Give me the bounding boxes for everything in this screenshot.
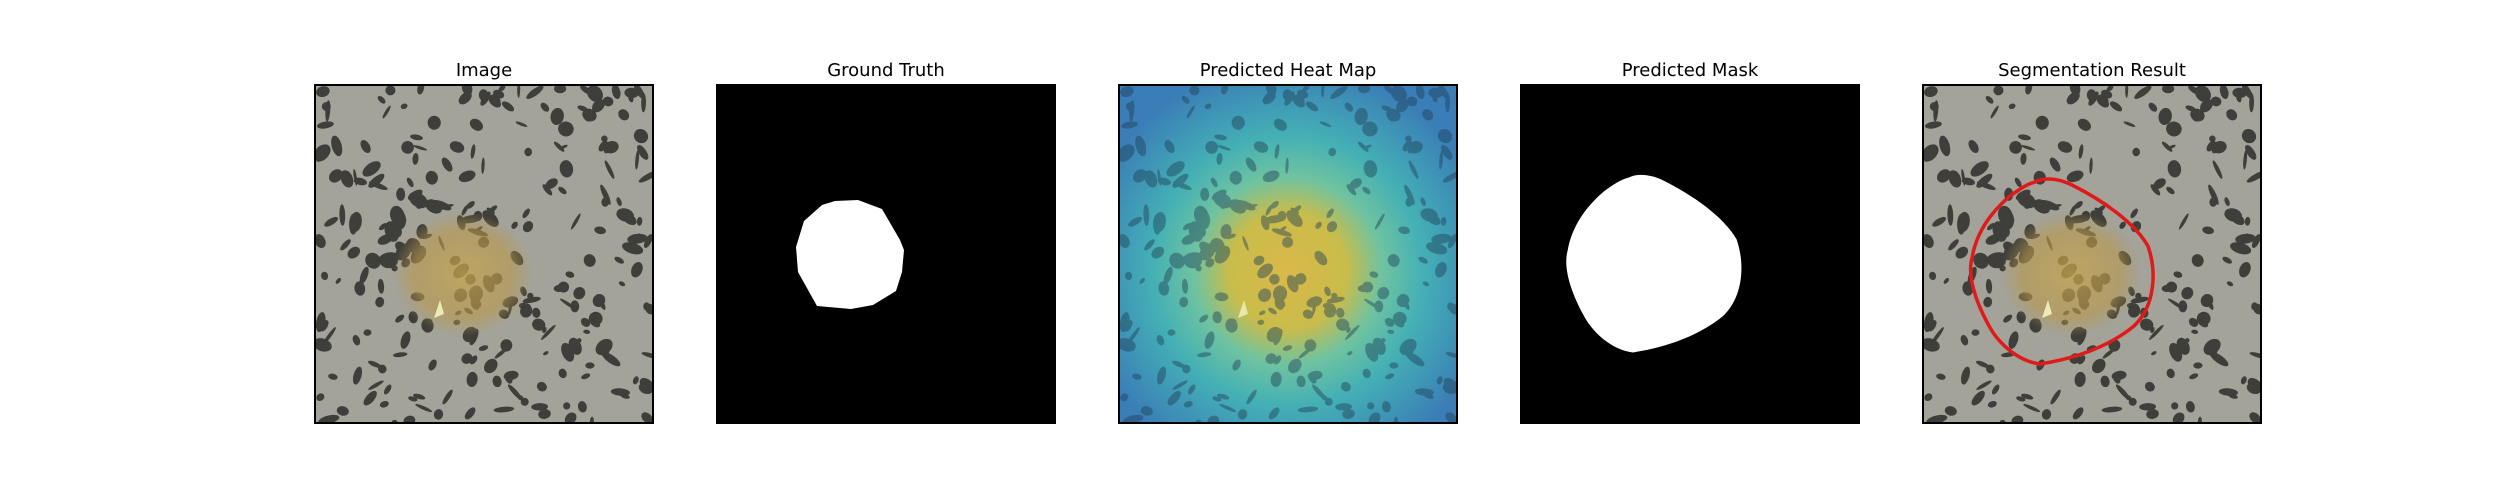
- segmentation-contour: [1968, 177, 2155, 366]
- panel-image: Image: [314, 60, 654, 424]
- panel-predicted-mask: Predicted Mask: [1520, 60, 1860, 424]
- predicted-mask-region: [1566, 174, 1742, 353]
- ground-truth-region: [796, 200, 904, 309]
- segmentation-result-frame: [1922, 84, 2262, 424]
- panel-heat-map: Predicted Heat Map: [1118, 60, 1458, 424]
- panel-segmentation-result: Segmentation Result: [1922, 60, 2262, 424]
- image-frame: [314, 84, 654, 424]
- ground-truth-frame: [716, 84, 1056, 424]
- heat-map-frame: [1118, 84, 1458, 424]
- predicted-mask: [1522, 86, 1858, 422]
- predicted-mask-frame: [1520, 84, 1860, 424]
- segmentation-result: [1924, 86, 2260, 422]
- panel-title-segmentation-result: Segmentation Result: [1998, 60, 2186, 81]
- panel-title-heat-map: Predicted Heat Map: [1199, 60, 1377, 81]
- panel-title-predicted-mask: Predicted Mask: [1621, 60, 1759, 81]
- panel-title-image: Image: [455, 60, 513, 81]
- input-image: [316, 86, 652, 422]
- panel-title-ground-truth: Ground Truth: [827, 60, 945, 81]
- predicted-heat-map: [1120, 86, 1456, 422]
- panel-ground-truth: Ground Truth: [716, 60, 1056, 424]
- ground-truth-mask: [718, 86, 1054, 422]
